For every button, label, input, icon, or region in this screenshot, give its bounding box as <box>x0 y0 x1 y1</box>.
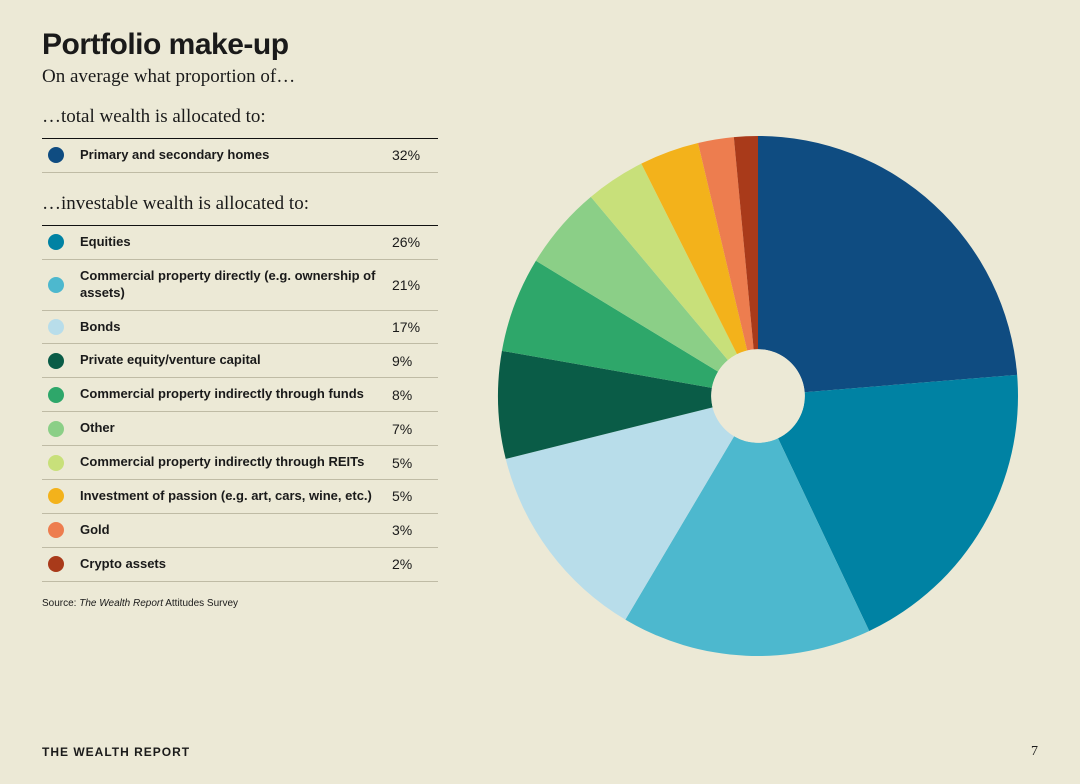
legend-row: Investment of passion (e.g. art, cars, w… <box>42 480 438 514</box>
donut-slice <box>758 136 1017 392</box>
legend-swatch <box>48 234 64 250</box>
legend-label: Private equity/venture capital <box>80 352 392 369</box>
legend-label: Equities <box>80 234 392 251</box>
source-suffix: Attitudes Survey <box>163 598 238 609</box>
legend-table-investable: Equities26% Commercial property directly … <box>42 225 438 582</box>
legend-swatch <box>48 147 64 163</box>
legend-swatch <box>48 353 64 369</box>
legend-swatch <box>48 421 64 437</box>
section-heading-investable: …investable wealth is allocated to: <box>42 193 438 215</box>
legend-row: Commercial property indirectly through R… <box>42 446 438 480</box>
footer-page-number: 7 <box>1031 744 1038 760</box>
legend-value: 21% <box>392 277 438 293</box>
legend-swatch <box>48 556 64 572</box>
legend-swatch <box>48 522 64 538</box>
source-prefix: Source: <box>42 598 79 609</box>
legend-value: 5% <box>392 455 438 471</box>
legend-value: 8% <box>392 387 438 403</box>
legend-swatch <box>48 319 64 335</box>
donut-center <box>711 349 805 443</box>
legend-swatch <box>48 455 64 471</box>
legend-label: Primary and secondary homes <box>80 147 392 164</box>
legend-row: Bonds17% <box>42 311 438 345</box>
legend-value: 17% <box>392 319 438 335</box>
page-title: Portfolio make-up <box>42 28 1038 62</box>
chart-column <box>478 106 1038 676</box>
content-area: …total wealth is allocated to: Primary a… <box>42 106 1038 676</box>
legend-value: 5% <box>392 488 438 504</box>
legend-swatch <box>48 488 64 504</box>
legend-value: 32% <box>392 147 438 163</box>
legend-row: Commercial property indirectly through f… <box>42 378 438 412</box>
legend-row: Private equity/venture capital9% <box>42 344 438 378</box>
legend-column: …total wealth is allocated to: Primary a… <box>42 106 438 676</box>
legend-row: Crypto assets2% <box>42 548 438 582</box>
legend-table-total: Primary and secondary homes32% <box>42 138 438 173</box>
legend-value: 26% <box>392 234 438 250</box>
legend-swatch <box>48 387 64 403</box>
legend-label: Bonds <box>80 319 392 336</box>
legend-row: Commercial property directly (e.g. owner… <box>42 260 438 311</box>
source-italic: The Wealth Report <box>79 598 163 609</box>
legend-label: Investment of passion (e.g. art, cars, w… <box>80 488 392 505</box>
page-subtitle: On average what proportion of… <box>42 66 1038 88</box>
legend-label: Commercial property directly (e.g. owner… <box>80 268 392 302</box>
page-footer: THE WEALTH REPORT 7 <box>42 744 1038 760</box>
legend-value: 3% <box>392 522 438 538</box>
legend-row: Gold3% <box>42 514 438 548</box>
legend-row: Equities26% <box>42 226 438 260</box>
section-heading-total: …total wealth is allocated to: <box>42 106 438 128</box>
legend-row: Other7% <box>42 412 438 446</box>
donut-chart <box>478 116 1038 676</box>
legend-value: 2% <box>392 556 438 572</box>
legend-swatch <box>48 277 64 293</box>
legend-value: 9% <box>392 353 438 369</box>
legend-label: Gold <box>80 522 392 539</box>
legend-label: Other <box>80 420 392 437</box>
source-note: Source: The Wealth Report Attitudes Surv… <box>42 598 438 609</box>
legend-label: Crypto assets <box>80 556 392 573</box>
footer-report-title: THE WEALTH REPORT <box>42 745 190 759</box>
legend-value: 7% <box>392 421 438 437</box>
legend-label: Commercial property indirectly through R… <box>80 454 392 471</box>
legend-row: Primary and secondary homes32% <box>42 139 438 173</box>
legend-label: Commercial property indirectly through f… <box>80 386 392 403</box>
